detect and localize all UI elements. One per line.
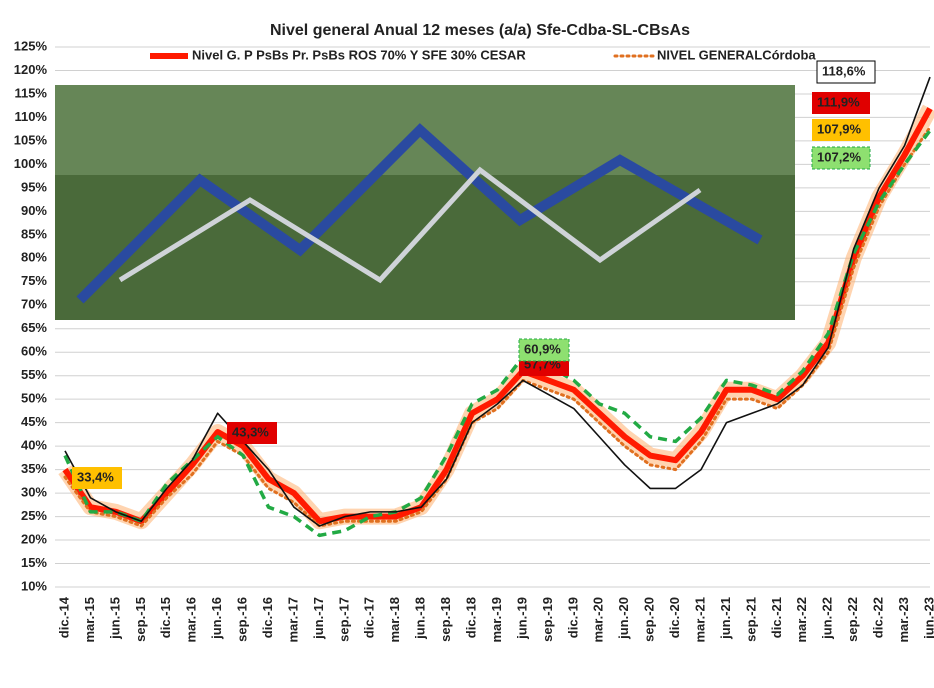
- y-tick-label: 30%: [21, 485, 47, 500]
- y-tick-label: 120%: [14, 62, 48, 77]
- annotation-box: [812, 92, 870, 114]
- y-tick-label: 55%: [21, 367, 47, 382]
- y-tick-label: 115%: [14, 85, 47, 100]
- x-tick-label: mar.-16: [184, 597, 199, 643]
- legend-label: NIVEL GENERALCórdoba: [657, 47, 816, 62]
- annotation: 111,9%: [817, 94, 860, 109]
- y-tick-label: 105%: [14, 132, 48, 147]
- y-tick-label: 50%: [21, 391, 47, 406]
- x-tick-label: jun.-20: [616, 597, 631, 640]
- x-tick-label: mar.-23: [896, 597, 911, 643]
- y-tick-label: 45%: [21, 414, 47, 429]
- y-tick-label: 10%: [21, 578, 47, 593]
- legend-label: Nivel G. P PsBs Pr. PsBs ROS 70% Y SFE 3…: [192, 47, 526, 62]
- annotation-box: [816, 60, 876, 84]
- x-tick-label: jun.-17: [311, 597, 326, 640]
- y-tick-label: 95%: [21, 179, 47, 194]
- x-tick-label: jun.-21: [718, 597, 733, 640]
- x-tick-label: sep.-20: [642, 597, 657, 642]
- x-tick-label: mar.-21: [692, 597, 707, 643]
- x-tick-label: sep.-19: [540, 597, 555, 642]
- y-tick-label: 40%: [21, 438, 47, 453]
- annotation-box: [518, 338, 570, 362]
- x-tick-label: mar.-22: [794, 597, 809, 643]
- x-tick-label: jun.-16: [209, 597, 224, 640]
- x-tick-label: dic.-21: [769, 597, 784, 638]
- y-tick-label: 75%: [21, 273, 47, 288]
- y-tick-label: 85%: [21, 226, 47, 241]
- y-tick-label: 125%: [14, 38, 48, 53]
- annotation-box: [812, 119, 870, 141]
- annotation-box: [227, 422, 277, 444]
- annotation: 33,4%: [77, 469, 114, 484]
- x-tick-label: sep.-22: [845, 597, 860, 642]
- x-tick-label: sep.-18: [438, 597, 453, 642]
- x-tick-label: mar.-20: [591, 597, 606, 643]
- y-tick-label: 90%: [21, 203, 47, 218]
- annotation: 107,2%: [817, 149, 862, 164]
- x-tick-label: mar.-19: [489, 597, 504, 643]
- series-line: [63, 125, 932, 528]
- x-tick-label: sep.-15: [133, 597, 148, 642]
- x-tick-label: sep.-21: [743, 597, 758, 642]
- x-tick-label: mar.-17: [285, 597, 300, 643]
- photo-track: [118, 166, 702, 284]
- x-tick-label: mar.-15: [82, 597, 97, 643]
- photo-coaster: [76, 123, 763, 304]
- y-tick-label: 80%: [21, 250, 47, 265]
- y-tick-label: 60%: [21, 344, 47, 359]
- chart-title: Nivel general Anual 12 meses (a/a) Sfe-C…: [270, 22, 690, 39]
- x-tick-label: dic.-17: [362, 597, 377, 638]
- x-tick-label: jun.-18: [413, 597, 428, 640]
- series-line: [64, 76, 931, 527]
- x-tick-label: jun.-23: [921, 597, 934, 640]
- x-tick-label: dic.-19: [565, 597, 580, 638]
- annotation: 60,9%: [524, 341, 561, 356]
- x-tick-label: dic.-14: [56, 596, 71, 638]
- x-tick-label: mar.-18: [387, 597, 402, 643]
- y-tick-label: 65%: [21, 320, 47, 335]
- y-tick-label: 35%: [21, 461, 47, 476]
- y-tick-label: 15%: [21, 555, 47, 570]
- y-tick-label: 25%: [21, 508, 47, 523]
- x-tick-label: dic.-15: [158, 597, 173, 638]
- x-tick-label: dic.-20: [667, 597, 682, 638]
- annotation: 43,3%: [232, 424, 269, 439]
- y-tick-label: 110%: [14, 109, 47, 124]
- x-tick-label: jun.-15: [107, 597, 122, 640]
- y-tick-label: 70%: [21, 297, 47, 312]
- x-tick-label: jun.-22: [820, 597, 835, 640]
- x-tick-label: jun.-19: [514, 597, 529, 640]
- annotation-box: [811, 146, 871, 170]
- x-tick-label: dic.-18: [463, 597, 478, 638]
- x-tick-label: dic.-22: [871, 597, 886, 638]
- x-tick-label: sep.-17: [336, 597, 351, 642]
- x-tick-label: dic.-16: [260, 597, 275, 638]
- x-tick-label: sep.-16: [235, 597, 250, 642]
- annotation: 107,9%: [817, 121, 862, 136]
- series-line: [63, 129, 932, 538]
- y-tick-label: 100%: [14, 156, 48, 171]
- y-tick-label: 20%: [21, 531, 47, 546]
- annotation-box: [72, 467, 122, 489]
- annotation: 118,6%: [822, 63, 866, 78]
